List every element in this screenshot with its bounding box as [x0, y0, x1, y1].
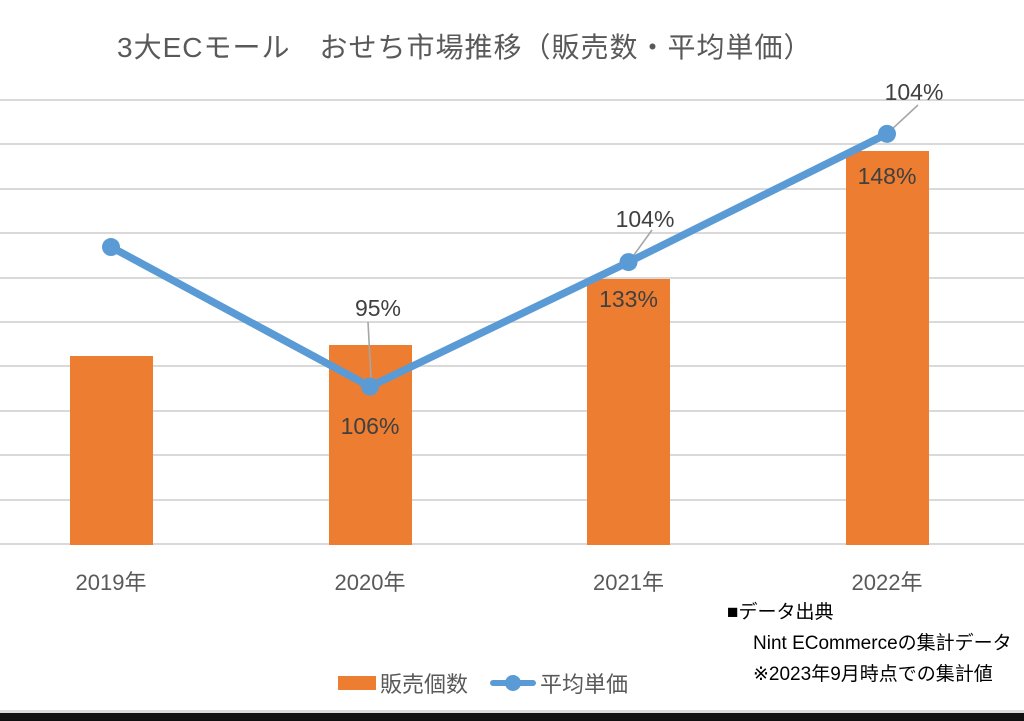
source-date-note: ※2023年9月時点での集計値	[753, 664, 993, 685]
gridline	[0, 409, 1024, 412]
legend-line-label: 平均単価	[540, 672, 629, 697]
gridline	[0, 365, 1024, 368]
data-source-note: ■データ出典 Nint ECommerceの集計データ ※2023年9月時点での…	[727, 597, 1012, 690]
legend-bar-label: 販売個数	[380, 672, 469, 697]
bar-2021年	[587, 279, 670, 545]
legend: 販売個数 平均単価	[338, 667, 628, 699]
x-axis-label-2022年: 2022年	[851, 570, 923, 595]
gridline	[0, 232, 1024, 235]
line-series-平均単価	[107, 130, 891, 391]
bar-2022年	[845, 150, 929, 545]
gridline	[0, 143, 1024, 146]
gridline	[0, 99, 1024, 101]
x-axis-label-2021年: 2021年	[593, 570, 664, 595]
x-axis-label-2019年: 2019年	[75, 570, 147, 595]
source-heading: ■データ出典	[727, 602, 834, 623]
source-dataset: Nint ECommerceの集計データ	[753, 633, 1012, 654]
gridline	[0, 187, 1024, 190]
chart-title: 3大ECモール おせち市場推移（販売数・平均単価）	[117, 32, 813, 63]
bar-data-label-2020年: 106%	[340, 413, 400, 439]
line-marker-2022年	[878, 124, 896, 143]
gridline	[0, 498, 1024, 501]
line-marker-2019年	[102, 238, 120, 257]
gridline	[0, 543, 1024, 545]
x-axis-label-2020年: 2020年	[334, 570, 406, 595]
legend-line-marker-icon	[505, 675, 522, 691]
line-marker-2020年	[361, 377, 379, 396]
label-leader-line	[630, 229, 653, 260]
bar-data-label-2022年: 148%	[857, 163, 917, 189]
line-marker-2021年	[619, 253, 638, 272]
footer-divider	[0, 710, 1024, 713]
legend-bar-swatch	[338, 676, 376, 690]
legend-line-swatch	[490, 675, 537, 691]
gridline	[0, 454, 1024, 457]
bar-data-label-2021年: 133%	[599, 286, 658, 312]
label-leader-line	[367, 321, 372, 379]
line-data-label-2021年: 104%	[615, 206, 675, 232]
label-leader-line	[889, 104, 919, 132]
footer-bar	[0, 713, 1024, 721]
bar-2019年	[69, 356, 153, 545]
gridline	[0, 276, 1024, 279]
line-data-label-2020年: 95%	[354, 295, 402, 321]
line-data-label-2022年: 104%	[884, 79, 944, 105]
